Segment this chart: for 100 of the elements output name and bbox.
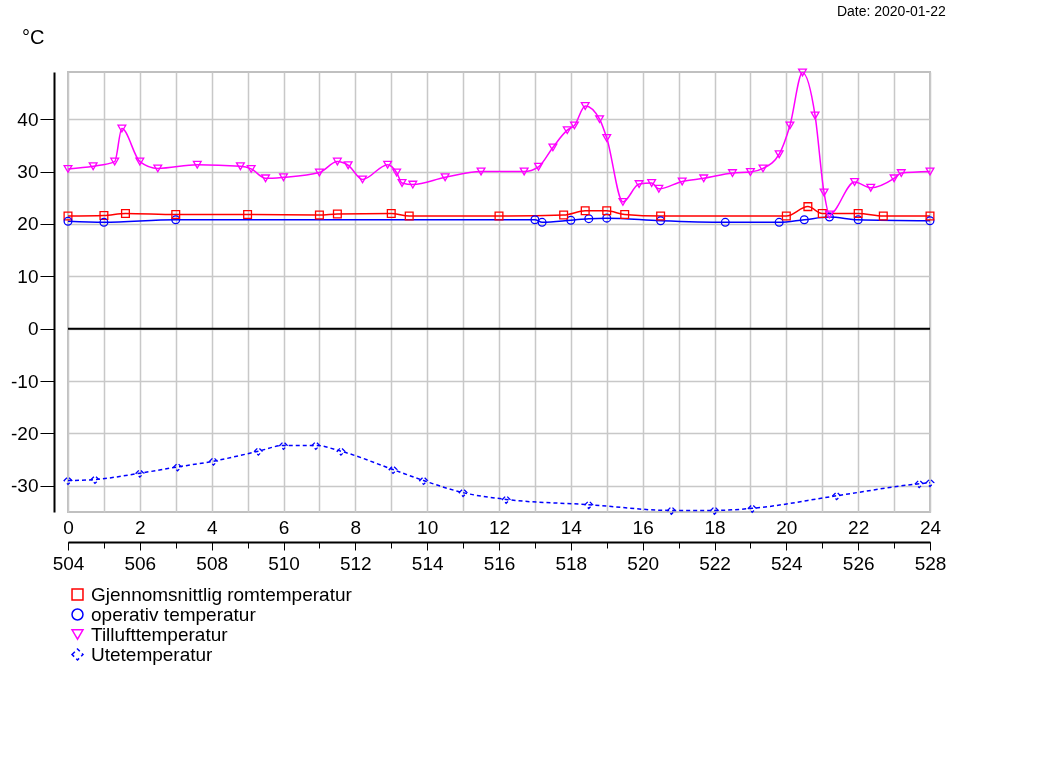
x2-tick-label: 528 [914, 552, 947, 574]
x2-tick-label: 516 [483, 552, 516, 574]
y-tick-label: -30 [11, 475, 39, 497]
point [595, 115, 605, 124]
point [63, 216, 73, 226]
point [357, 175, 368, 184]
point [925, 211, 935, 221]
point [110, 157, 120, 166]
point [785, 121, 795, 130]
y-tick-label: 10 [17, 265, 39, 287]
text: Date: 2020-01-22 [836, 3, 947, 19]
point [559, 210, 569, 220]
point [171, 209, 181, 219]
point [171, 215, 181, 225]
point [243, 209, 253, 219]
point [314, 168, 324, 177]
point [925, 478, 935, 488]
point [343, 161, 353, 170]
point [566, 215, 576, 225]
point [832, 491, 842, 501]
point [774, 150, 784, 159]
point [797, 68, 808, 77]
y-tick-label: 40 [17, 108, 39, 130]
point [404, 211, 414, 221]
point [925, 216, 935, 226]
point [781, 211, 791, 221]
point [853, 215, 863, 225]
point [878, 211, 888, 221]
point [314, 210, 324, 220]
point [656, 211, 666, 221]
point [602, 206, 612, 216]
point [580, 206, 590, 216]
x2-tick-label: 512 [339, 552, 372, 574]
point [458, 488, 468, 498]
point [850, 178, 860, 186]
point [562, 126, 572, 135]
x-tick-label: 14 [560, 516, 583, 538]
point [618, 197, 628, 206]
point [925, 167, 935, 176]
point [246, 164, 256, 173]
point [656, 216, 666, 226]
point [120, 208, 130, 218]
x2-tick-label: 514 [411, 552, 444, 574]
x2-tick-label: 520 [627, 552, 660, 574]
point [584, 214, 594, 224]
point [332, 157, 342, 166]
point [758, 164, 768, 173]
point [602, 134, 612, 142]
point [530, 215, 540, 225]
x-tick-label: 2 [135, 516, 146, 538]
x2-tick-label: 524 [770, 552, 804, 574]
point [63, 211, 73, 221]
point [235, 162, 245, 171]
point [476, 167, 486, 176]
point [99, 217, 109, 227]
point [383, 160, 393, 169]
point [634, 180, 644, 189]
point [799, 215, 809, 225]
point [602, 213, 612, 223]
x-tick-label: 12 [488, 516, 511, 538]
point [332, 209, 342, 219]
x-tick-label: 16 [632, 516, 654, 538]
point [386, 208, 396, 218]
point [117, 124, 127, 133]
point [699, 174, 709, 183]
point [654, 184, 664, 193]
point [819, 188, 829, 197]
x-tick-label: 6 [278, 516, 290, 538]
point [192, 160, 202, 169]
point [727, 169, 737, 178]
point [720, 217, 730, 227]
point [677, 177, 687, 186]
y-axis-title: °C [22, 25, 45, 48]
point [914, 479, 924, 489]
point [173, 462, 183, 472]
point [419, 476, 429, 486]
y-tick-label: -10 [11, 370, 39, 392]
x-tick-label: 18 [704, 516, 726, 538]
point [803, 202, 813, 212]
point [569, 121, 579, 130]
legend-label: Gjennomsnittlig romtemperatur [91, 583, 353, 605]
point [537, 217, 547, 227]
point [397, 179, 407, 188]
x-tick-label: 24 [919, 516, 942, 538]
y-tick-label: -20 [11, 422, 39, 444]
point [63, 476, 73, 486]
y-tick-label: 20 [17, 213, 39, 235]
point [388, 465, 398, 475]
point [63, 164, 73, 173]
point [745, 168, 755, 177]
point [647, 179, 657, 188]
point [580, 102, 590, 111]
point [533, 162, 544, 171]
x-tick-label: 0 [63, 516, 74, 538]
x-tick-label: 8 [350, 516, 362, 538]
point [135, 157, 145, 166]
point [853, 208, 863, 218]
y-tick-label: 30 [17, 161, 39, 183]
point [153, 164, 163, 173]
point [817, 208, 827, 218]
